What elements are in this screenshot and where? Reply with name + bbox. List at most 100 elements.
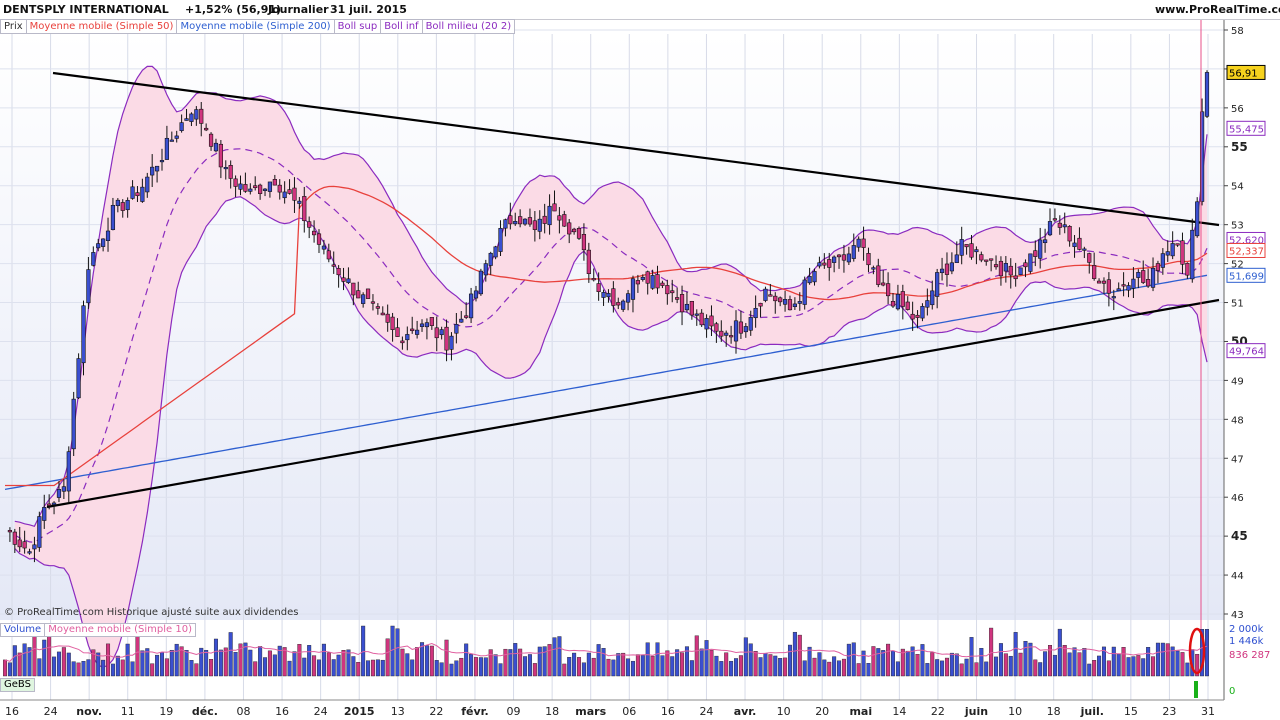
time-tick-label: 10: [777, 705, 791, 718]
candle: [1057, 215, 1062, 235]
candle: [792, 297, 797, 310]
volume-bar: [630, 660, 635, 677]
axis-background: [1224, 20, 1280, 720]
volume-bar: [312, 655, 317, 677]
candle: [361, 292, 366, 308]
support-trendline: [46, 298, 1220, 509]
candle: [876, 258, 881, 288]
candle-body: [621, 300, 626, 310]
candle-body: [96, 243, 101, 249]
candle: [66, 446, 71, 503]
candle: [1190, 218, 1195, 283]
volume-bar: [1097, 655, 1102, 677]
legend-ma50[interactable]: Moyenne mobile (Simple 50): [25, 19, 178, 34]
candle: [91, 246, 96, 267]
volume-bar: [52, 656, 57, 677]
volume-bar: [189, 660, 194, 677]
candle-body: [787, 299, 793, 311]
volume-bar: [1111, 646, 1116, 677]
candle-body: [768, 294, 773, 297]
candle-body: [415, 329, 420, 335]
candle: [851, 233, 856, 262]
candle-body: [822, 262, 827, 266]
volume-bar: [375, 659, 380, 677]
candle: [984, 259, 989, 266]
volume-bar: [42, 639, 47, 677]
candle-body: [282, 191, 287, 199]
header-period: Journalier: [268, 3, 329, 16]
legend-boll-inf[interactable]: Boll inf: [380, 19, 423, 34]
volume-bar: [807, 646, 812, 677]
volume-bar: [27, 647, 32, 677]
volume-bar: [979, 648, 984, 677]
volume-bar: [297, 644, 302, 677]
candle: [459, 311, 464, 323]
candle: [370, 294, 376, 311]
volume-bar: [1008, 655, 1013, 677]
volume-bar: [974, 662, 979, 677]
volume-bar: [778, 658, 783, 677]
volume-bar: [380, 659, 385, 677]
candle-body: [267, 181, 273, 192]
volume-tick-label: 1 446k: [1229, 636, 1264, 647]
candle-body: [915, 314, 920, 318]
candle-body: [27, 551, 32, 554]
candle: [199, 101, 204, 137]
price-tick-label: 47: [1231, 454, 1244, 465]
candle-body: [812, 271, 817, 283]
candle-body: [1195, 201, 1200, 237]
candle: [822, 253, 827, 269]
volume-bar: [86, 659, 91, 677]
candle-body: [1121, 284, 1126, 287]
volume-bar: [812, 657, 817, 677]
legend-gebs[interactable]: GeBS: [0, 678, 35, 692]
candle-body: [1062, 224, 1067, 228]
candle-body: [439, 329, 444, 336]
candle: [228, 160, 233, 189]
candle-body: [758, 302, 763, 307]
legend-volume-ma[interactable]: Moyenne mobile (Simple 10): [44, 623, 196, 637]
volume-bar: [1180, 652, 1185, 677]
candle-body: [586, 249, 591, 275]
candle-body: [518, 216, 523, 225]
candle-body: [827, 259, 832, 268]
legend-volume[interactable]: Volume: [0, 623, 46, 637]
volume-bar: [483, 657, 488, 677]
legend-boll-sup[interactable]: Boll sup: [333, 19, 382, 34]
candle: [22, 530, 27, 554]
candle-body: [1116, 288, 1121, 292]
candle: [944, 252, 950, 287]
volume-bar: [316, 659, 321, 677]
candle: [871, 265, 876, 275]
volume-bar: [621, 652, 626, 677]
volume-bar: [753, 651, 758, 677]
legend-boll-mid[interactable]: Boll milieu (20 2): [421, 19, 516, 34]
candle: [910, 301, 915, 331]
volume-bar: [1028, 642, 1033, 677]
candle: [135, 186, 140, 202]
volume-bar: [998, 643, 1003, 677]
candle-body: [866, 253, 871, 266]
volume-bar: [665, 650, 670, 677]
volume-bar: [1131, 656, 1136, 677]
legend-ma200[interactable]: Moyenne mobile (Simple 200): [176, 19, 335, 34]
candle-body: [679, 294, 685, 313]
volume-bar: [321, 643, 326, 677]
candle-body: [424, 322, 430, 328]
candle: [812, 268, 817, 286]
candle: [581, 223, 587, 261]
volume-bar: [734, 658, 739, 677]
legend-price[interactable]: Prix: [0, 19, 27, 34]
time-tick-label: mai: [849, 705, 872, 718]
candle-body: [130, 186, 135, 199]
volume-bar: [895, 661, 900, 677]
candle-body: [503, 219, 508, 229]
volume-bar: [302, 657, 307, 677]
candle: [115, 198, 120, 213]
volume-bar: [1195, 653, 1200, 677]
candle-body: [302, 196, 307, 222]
volume-bar: [346, 649, 351, 677]
candle-body: [1136, 272, 1141, 278]
time-tick-label: déc.: [192, 705, 218, 718]
candle: [47, 494, 52, 510]
